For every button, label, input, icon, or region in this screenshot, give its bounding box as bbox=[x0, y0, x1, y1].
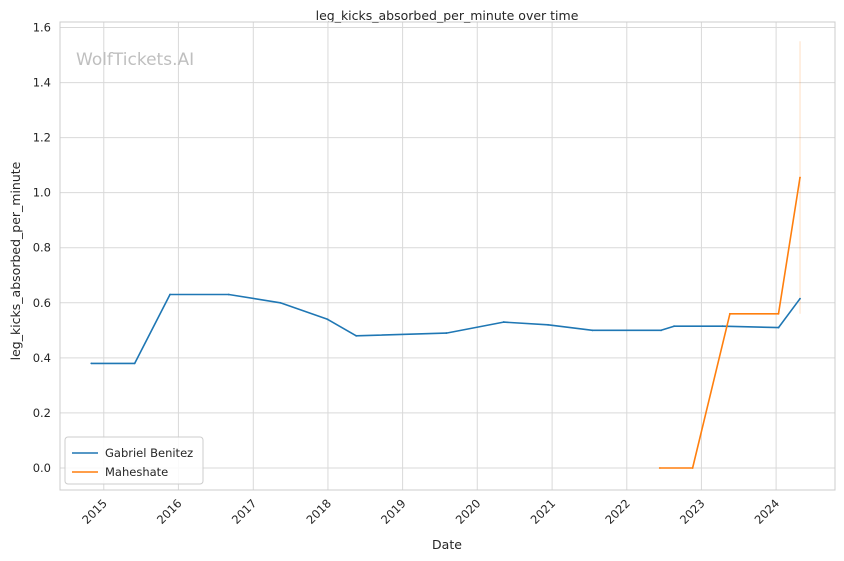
watermark-text: WolfTickets.AI bbox=[76, 50, 194, 70]
data-point bbox=[227, 293, 230, 296]
data-point bbox=[777, 312, 780, 315]
y-tick-label: 1.6 bbox=[33, 21, 51, 35]
grid-lines bbox=[60, 22, 835, 490]
legend-box bbox=[64, 436, 204, 485]
y-tick-label: 0.2 bbox=[33, 406, 51, 420]
data-point bbox=[721, 325, 724, 328]
y-tick-label: 0.8 bbox=[33, 241, 51, 255]
y-axis-title: leg_kicks_absorbed_per_minute bbox=[8, 161, 23, 360]
y-tick-labels: 0.0 0.2 0.4 0.6 0.8 1.0 1.2 1.4 1.6 bbox=[33, 21, 51, 475]
y-tick-label: 1.2 bbox=[33, 131, 51, 145]
plot-frame bbox=[59, 21, 836, 491]
chart-title: leg_kicks_absorbed_per_minute over time bbox=[316, 8, 579, 23]
legend-label-maheshate: Maheshate bbox=[105, 465, 168, 479]
data-point bbox=[691, 467, 694, 469]
x-tick-label: 2018 bbox=[303, 496, 334, 527]
data-point bbox=[660, 329, 663, 332]
x-tick-label: 2015 bbox=[79, 496, 110, 527]
data-point bbox=[658, 467, 661, 469]
x-tick-label: 2023 bbox=[677, 496, 708, 527]
x-tick-label: 2021 bbox=[528, 496, 559, 527]
x-tick-label: 2016 bbox=[154, 496, 185, 527]
x-tick-labels: 2015 2016 2017 2018 2019 2020 2021 2022 2023 2024 bbox=[79, 496, 782, 527]
data-point bbox=[547, 323, 549, 326]
data-point bbox=[326, 318, 329, 321]
series-lines bbox=[90, 176, 801, 469]
data-point bbox=[90, 362, 93, 365]
y-tick-label: 0.6 bbox=[33, 296, 51, 310]
data-point bbox=[502, 321, 505, 323]
legend: Gabriel Benitez Maheshate bbox=[64, 436, 204, 485]
x-tick-label: 2019 bbox=[378, 496, 409, 527]
x-tick-label: 2022 bbox=[602, 496, 633, 527]
data-point bbox=[133, 362, 136, 365]
x-tick-label: 2024 bbox=[752, 496, 783, 527]
data-point bbox=[799, 297, 801, 300]
data-point bbox=[279, 301, 282, 304]
data-point bbox=[777, 326, 780, 329]
data-point bbox=[355, 334, 358, 337]
y-tick-label: 1.0 bbox=[33, 186, 51, 200]
data-point bbox=[799, 176, 801, 179]
legend-label-gabriel-benitez: Gabriel Benitez bbox=[105, 446, 193, 460]
y-tick-label: 1.4 bbox=[33, 76, 51, 90]
y-tick-label: 0.4 bbox=[33, 351, 51, 365]
data-point bbox=[169, 293, 171, 296]
x-tick-label: 2020 bbox=[453, 496, 484, 527]
data-point bbox=[728, 312, 731, 315]
data-point bbox=[673, 325, 675, 328]
y-tick-label: 0.0 bbox=[33, 461, 51, 475]
x-axis-title: Date bbox=[432, 537, 462, 552]
data-point bbox=[591, 329, 594, 332]
x-tick-label: 2017 bbox=[229, 496, 260, 527]
data-point bbox=[445, 332, 448, 334]
series-line-0 bbox=[91, 293, 801, 365]
series-line-1 bbox=[659, 177, 801, 469]
